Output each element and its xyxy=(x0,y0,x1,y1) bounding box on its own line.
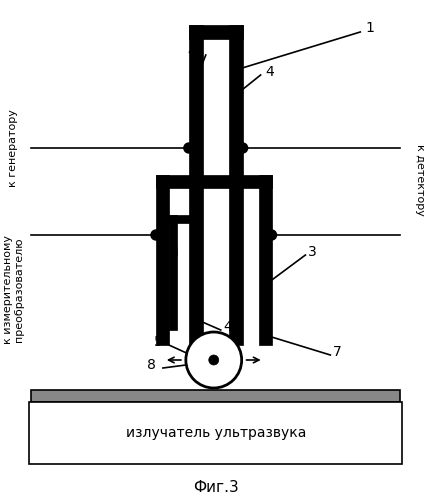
Bar xyxy=(194,215,202,330)
Text: излучатель ультразвука: излучатель ультразвука xyxy=(126,426,306,440)
Bar xyxy=(31,390,400,402)
Bar xyxy=(169,215,202,223)
Circle shape xyxy=(151,230,161,240)
Text: Фиг.3: Фиг.3 xyxy=(193,480,239,496)
Bar xyxy=(258,175,272,345)
Text: 2: 2 xyxy=(160,230,169,244)
Circle shape xyxy=(186,332,242,388)
Text: к генератору: к генератору xyxy=(9,109,18,187)
Bar xyxy=(189,25,203,345)
Bar xyxy=(189,25,243,39)
Bar xyxy=(156,175,272,188)
Circle shape xyxy=(267,230,276,240)
Text: к измерительному
преобразователю: к измерительному преобразователю xyxy=(3,236,24,344)
Text: 7: 7 xyxy=(333,345,342,359)
Circle shape xyxy=(184,143,194,153)
Text: 4: 4 xyxy=(187,45,196,59)
Bar xyxy=(229,25,243,345)
Text: 4: 4 xyxy=(160,305,169,319)
Text: 3: 3 xyxy=(308,245,317,259)
Bar xyxy=(29,402,402,464)
Bar xyxy=(156,175,169,345)
Text: 4: 4 xyxy=(266,65,274,79)
Circle shape xyxy=(238,143,248,153)
Text: 8: 8 xyxy=(147,358,156,372)
Bar xyxy=(169,215,177,330)
Text: к детектору: к детектору xyxy=(415,144,425,216)
Text: 1: 1 xyxy=(365,21,374,35)
Circle shape xyxy=(209,355,219,365)
Text: 4: 4 xyxy=(224,320,233,334)
Text: 5: 5 xyxy=(154,335,163,349)
